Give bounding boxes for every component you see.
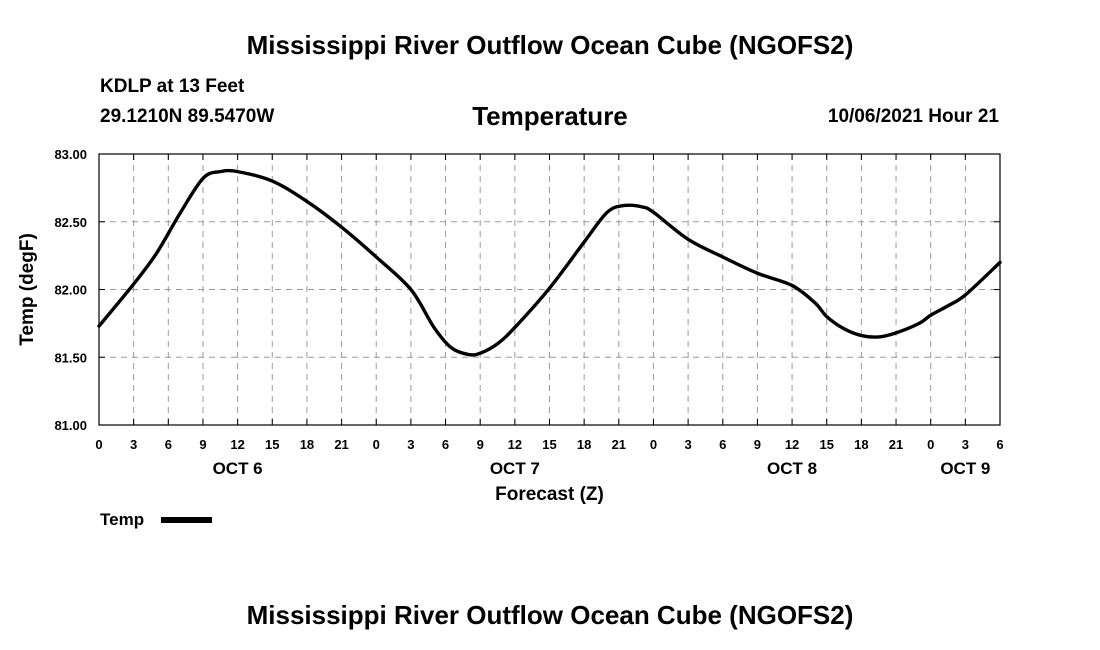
x-tick-label: 18 [577,437,591,452]
x-tick-label: 18 [854,437,868,452]
x-tick-label: 15 [542,437,556,452]
chart-subtitle: Temperature [472,101,628,131]
station-label: KDLP at 13 Feet [100,76,245,97]
run-time-label: 10/06/2021 Hour 21 [827,106,999,127]
x-tick-label: 6 [719,437,726,452]
x-tick-label: 3 [962,437,969,452]
day-label: OCT 6 [213,459,263,478]
y-tick-label: 81.00 [54,418,87,433]
x-tick-label: 3 [407,437,414,452]
grid-lines [99,154,1000,425]
x-tick-label: 9 [754,437,761,452]
day-label: OCT 9 [940,459,990,478]
x-tick-label: 18 [300,437,314,452]
day-label: OCT 7 [490,459,540,478]
x-tick-label: 6 [996,437,1003,452]
location-label: 29.1210N 89.5470W [100,106,275,127]
temp-series-line [97,168,1002,357]
day-labels: OCT 6 OCT 7 OCT 8 OCT 9 [213,459,991,478]
chart-title: Mississippi River Outflow Ocean Cube (NG… [246,30,854,60]
y-axis-label: Temp (degF) [17,233,38,346]
x-tick-label: 6 [165,437,172,452]
x-tick-label: 6 [442,437,449,452]
x-tick-label: 21 [334,437,348,452]
y-tick-label: 81.50 [54,350,87,365]
legend-label: Temp [100,510,144,529]
y-tick-label: 82.50 [54,215,87,230]
x-tick-label: 3 [130,437,137,452]
x-tick-label: 15 [819,437,833,452]
x-tick-label: 0 [95,437,102,452]
x-tick-label: 21 [612,437,626,452]
x-tick-label: 3 [684,437,691,452]
x-tick-label: 9 [199,437,206,452]
x-tick-label: 12 [230,437,244,452]
y-tick-label: 82.00 [54,283,87,298]
plot-frame [98,153,1001,426]
x-tick-label: 9 [477,437,484,452]
footer-title: Mississippi River Outflow Ocean Cube (NG… [246,600,854,630]
x-axis-label: Forecast (Z) [495,484,604,505]
day-label: OCT 8 [767,459,817,478]
x-tick-label: 12 [785,437,799,452]
x-tick-label: 15 [265,437,279,452]
x-tick-label: 0 [927,437,934,452]
x-tick-label: 21 [889,437,903,452]
x-tick-label: 0 [650,437,657,452]
x-tick-label: 12 [508,437,522,452]
y-tick-label: 83.00 [54,147,87,162]
x-tick-label: 0 [373,437,380,452]
x-tick-labels: 0 3 6 9 12 15 18 21 0 3 6 9 12 15 18 21 0 3 6 9 12 15 18 21 0 3 6 [95,437,1003,452]
y-tick-labels: 81.00 81.50 82.00 82.50 83.00 [54,147,87,433]
